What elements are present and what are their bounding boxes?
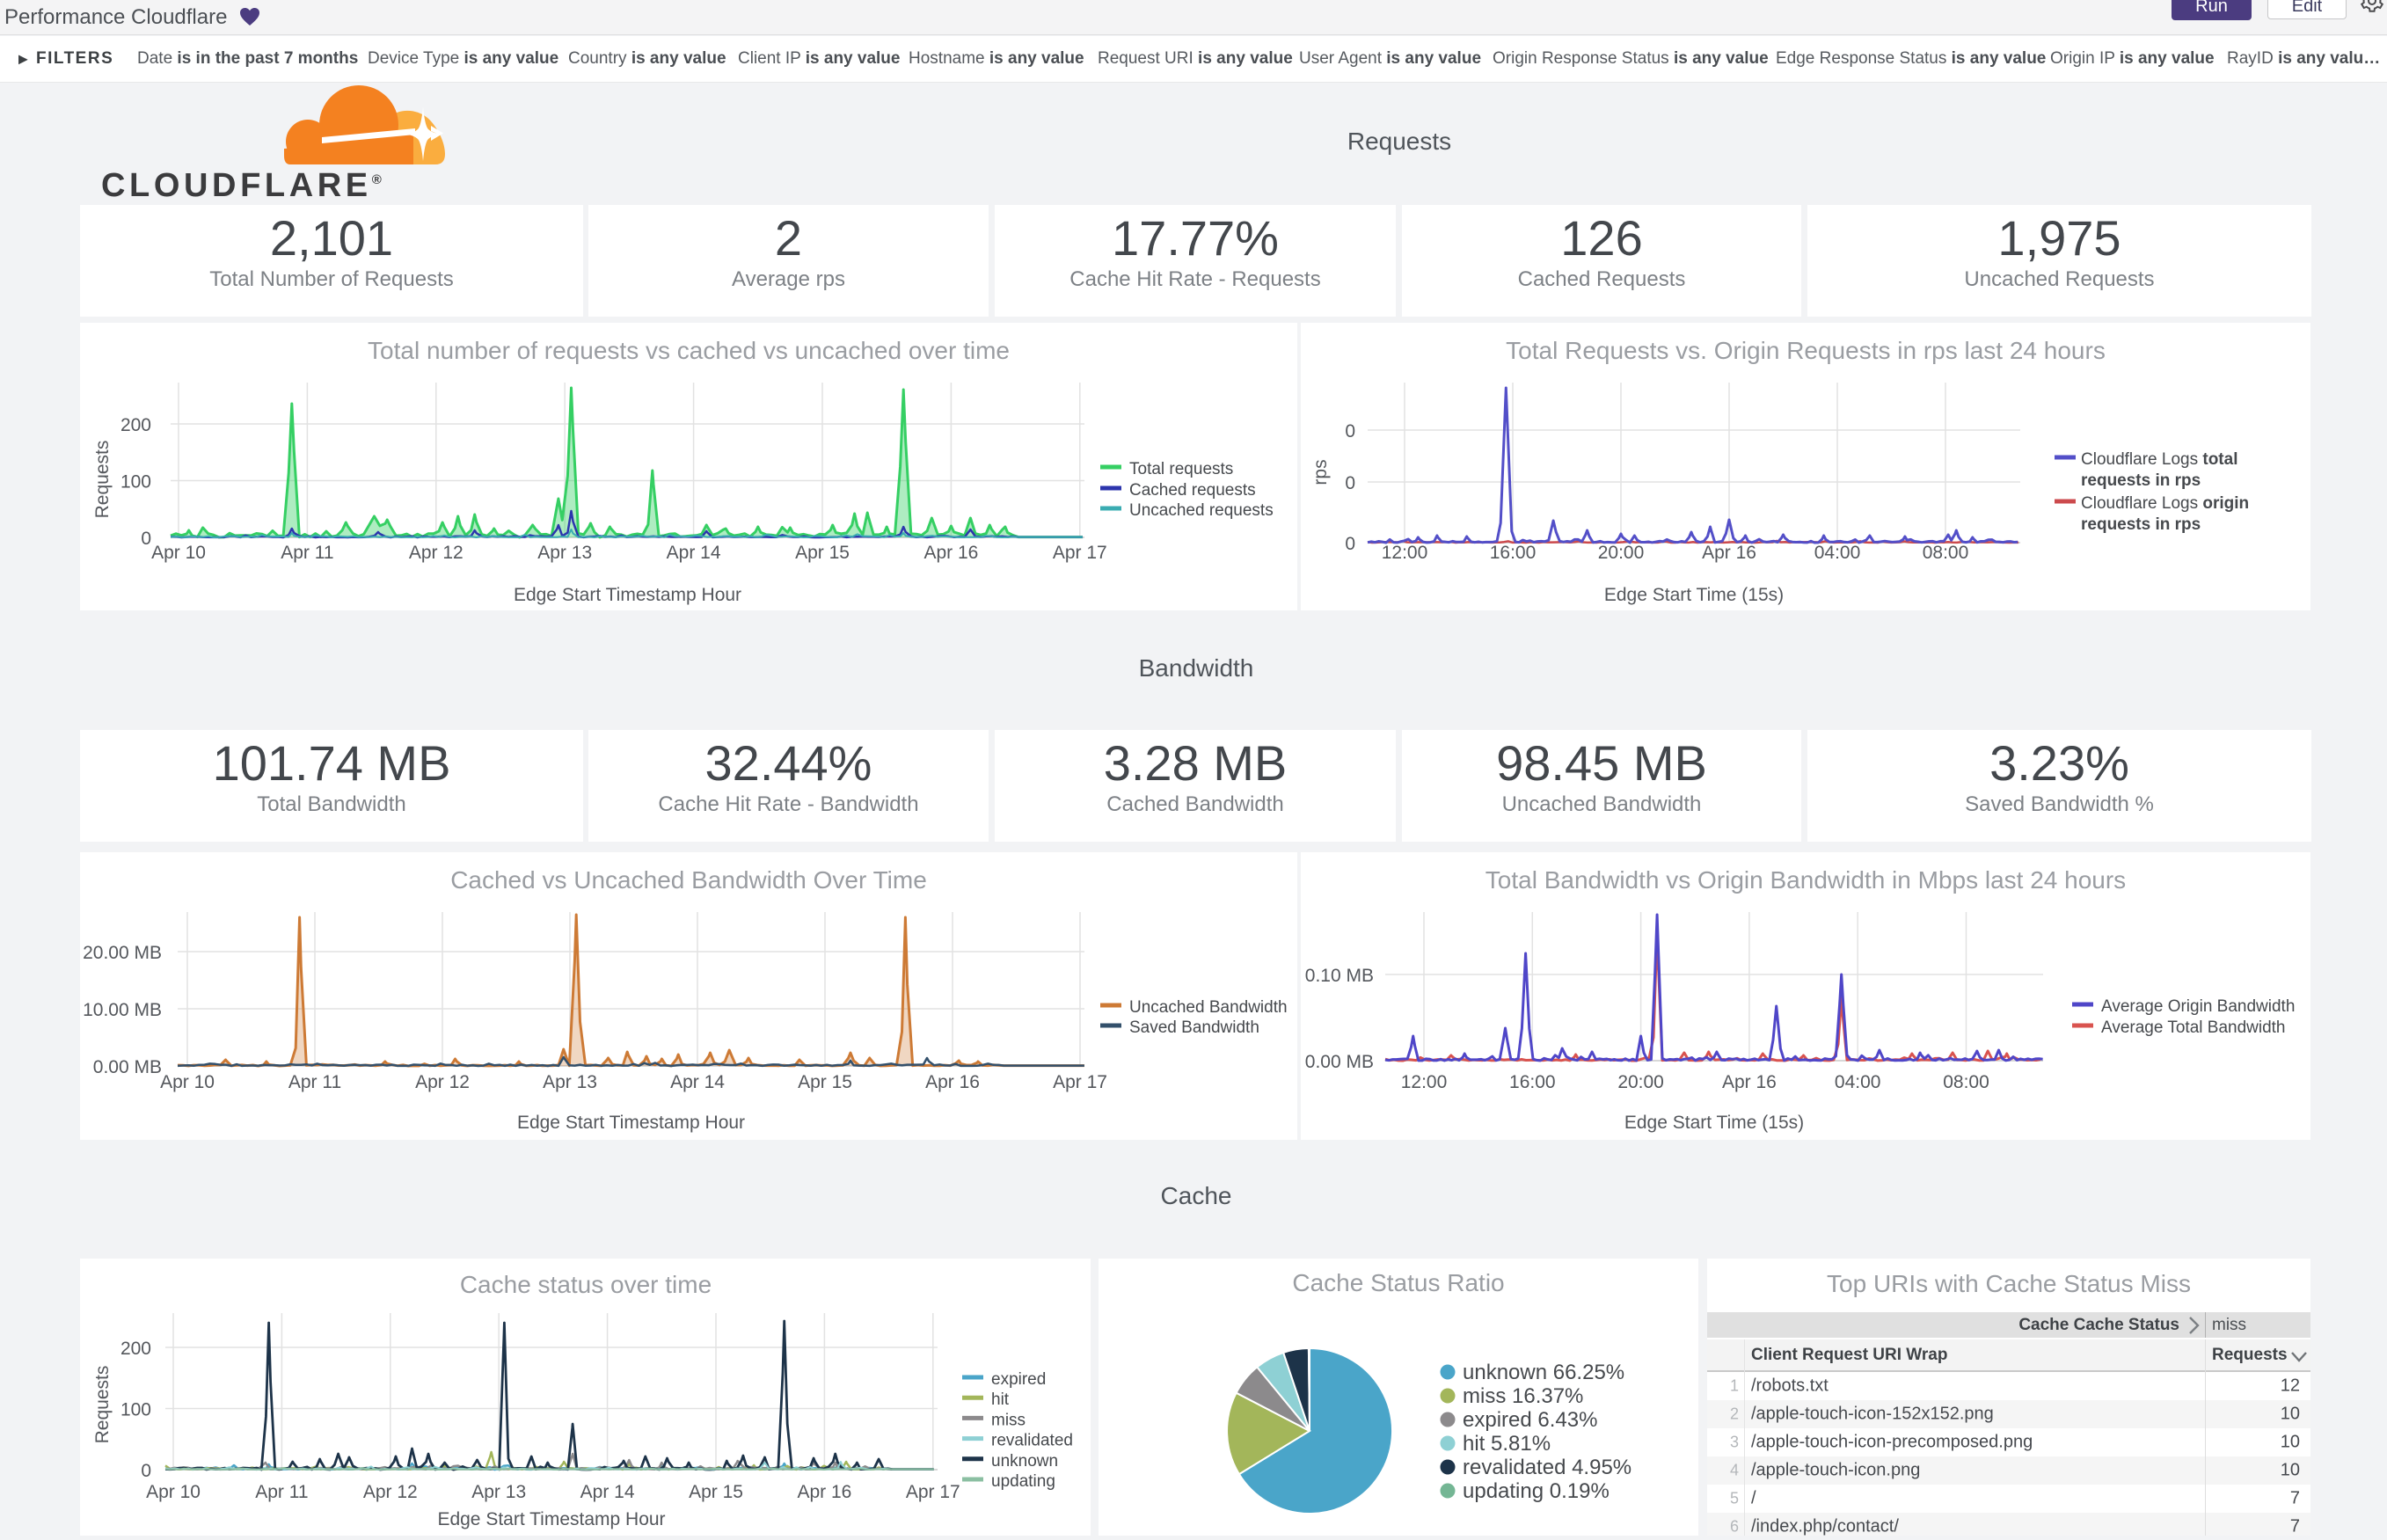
svg-text:miss: miss: [991, 1411, 1026, 1429]
svg-text:0.10 MB: 0.10 MB: [1305, 966, 1374, 986]
svg-text:Cached requests: Cached requests: [1129, 481, 1256, 500]
svg-text:Cached vs Uncached Bandwidth O: Cached vs Uncached Bandwidth Over Time: [450, 866, 927, 894]
svg-text:16:00: 16:00: [1509, 1072, 1556, 1092]
svg-text:Apr 17: Apr 17: [1053, 1072, 1107, 1092]
svg-text:Cache Status Ratio: Cache Status Ratio: [1292, 1269, 1504, 1296]
svg-text:Apr 16: Apr 16: [1722, 1072, 1777, 1092]
svg-text:Apr 13: Apr 13: [471, 1482, 526, 1502]
svg-text:hit: hit: [991, 1390, 1010, 1409]
svg-text:100: 100: [120, 472, 151, 493]
svg-text:Apr 15: Apr 15: [795, 543, 850, 563]
svg-text:0: 0: [1345, 473, 1355, 493]
svg-text:requests in rps: requests in rps: [2081, 515, 2201, 534]
svg-text:04:00: 04:00: [1814, 543, 1861, 563]
svg-text:20:00: 20:00: [1598, 543, 1645, 563]
svg-text:0.00 MB: 0.00 MB: [93, 1057, 162, 1077]
svg-text:Apr 14: Apr 14: [670, 1072, 725, 1092]
svg-text:20:00: 20:00: [1617, 1072, 1664, 1092]
svg-text:revalidated: revalidated: [991, 1432, 1073, 1450]
svg-text:Edge Start Timestamp Hour: Edge Start Timestamp Hour: [514, 585, 741, 605]
svg-text:Apr 14: Apr 14: [580, 1482, 635, 1502]
svg-text:Uncached requests: Uncached requests: [1129, 501, 1274, 520]
svg-text:16:00: 16:00: [1490, 543, 1537, 563]
svg-text:revalidated 4.95%: revalidated 4.95%: [1463, 1456, 1631, 1479]
svg-text:Requests: Requests: [92, 441, 113, 519]
svg-text:10.00 MB: 10.00 MB: [83, 1000, 162, 1020]
svg-text:Apr 13: Apr 13: [543, 1072, 597, 1092]
svg-text:04:00: 04:00: [1835, 1072, 1881, 1092]
svg-text:08:00: 08:00: [1923, 543, 1969, 563]
svg-text:Apr 15: Apr 15: [798, 1072, 852, 1092]
svg-text:Apr 10: Apr 10: [160, 1072, 215, 1092]
svg-text:Total number of requests vs ca: Total number of requests vs cached vs un…: [368, 337, 1010, 364]
svg-text:Apr 13: Apr 13: [537, 543, 592, 563]
svg-text:Apr 12: Apr 12: [415, 1072, 470, 1092]
svg-text:Apr 16: Apr 16: [923, 543, 978, 563]
svg-text:100: 100: [120, 1400, 151, 1420]
svg-text:unknown 66.25%: unknown 66.25%: [1463, 1361, 1624, 1384]
svg-text:Total Bandwidth vs Origin Band: Total Bandwidth vs Origin Bandwidth in M…: [1485, 866, 2126, 894]
svg-text:Uncached Bandwidth: Uncached Bandwidth: [1129, 998, 1288, 1017]
svg-text:miss 16.37%: miss 16.37%: [1463, 1384, 1583, 1408]
svg-text:updating: updating: [991, 1472, 1055, 1491]
svg-text:0: 0: [1345, 534, 1355, 554]
svg-text:updating 0.19%: updating 0.19%: [1463, 1479, 1610, 1503]
svg-text:Apr 17: Apr 17: [1053, 543, 1107, 563]
svg-text:Total Requests vs. Origin Requ: Total Requests vs. Origin Requests in rp…: [1506, 337, 2106, 364]
svg-text:Apr 15: Apr 15: [689, 1482, 743, 1502]
svg-text:200: 200: [120, 415, 151, 435]
svg-text:Cloudflare Logs origin: Cloudflare Logs origin: [2081, 494, 2249, 513]
svg-text:hit 5.81%: hit 5.81%: [1463, 1432, 1551, 1456]
svg-text:expired 6.43%: expired 6.43%: [1463, 1408, 1597, 1432]
svg-text:Average Origin Bandwidth: Average Origin Bandwidth: [2101, 997, 2295, 1016]
svg-text:Edge Start Time (15s): Edge Start Time (15s): [1604, 585, 1784, 605]
svg-text:0: 0: [141, 1461, 151, 1481]
svg-text:0: 0: [1345, 421, 1355, 442]
svg-text:expired: expired: [991, 1370, 1046, 1389]
svg-text:Edge Start Timestamp Hour: Edge Start Timestamp Hour: [437, 1509, 665, 1529]
svg-text:200: 200: [120, 1339, 151, 1359]
svg-text:Apr 10: Apr 10: [146, 1482, 201, 1502]
svg-text:Apr 16: Apr 16: [1702, 543, 1756, 563]
svg-text:Apr 17: Apr 17: [906, 1482, 960, 1502]
svg-text:Apr 11: Apr 11: [288, 1072, 341, 1092]
svg-text:0.00 MB: 0.00 MB: [1305, 1052, 1374, 1072]
svg-text:Apr 10: Apr 10: [151, 543, 206, 563]
svg-text:Apr 16: Apr 16: [797, 1482, 851, 1502]
svg-text:Requests: Requests: [92, 1366, 113, 1444]
svg-text:12:00: 12:00: [1401, 1072, 1448, 1092]
svg-text:Apr 11: Apr 11: [255, 1482, 308, 1502]
svg-text:Apr 11: Apr 11: [281, 543, 333, 563]
svg-text:unknown: unknown: [991, 1452, 1058, 1471]
svg-text:Saved Bandwidth: Saved Bandwidth: [1129, 1018, 1259, 1037]
svg-text:Edge Start Time (15s): Edge Start Time (15s): [1624, 1113, 1804, 1133]
svg-text:08:00: 08:00: [1943, 1072, 1989, 1092]
svg-text:requests in rps: requests in rps: [2081, 471, 2201, 490]
svg-text:rps: rps: [1310, 459, 1331, 485]
svg-text:Apr 14: Apr 14: [667, 543, 721, 563]
svg-text:Average Total Bandwidth: Average Total Bandwidth: [2101, 1018, 2286, 1037]
svg-text:Apr 16: Apr 16: [925, 1072, 980, 1092]
svg-text:12:00: 12:00: [1382, 543, 1428, 563]
svg-text:Apr 12: Apr 12: [409, 543, 464, 563]
svg-text:Edge Start Timestamp Hour: Edge Start Timestamp Hour: [517, 1113, 745, 1133]
svg-text:Cache status over time: Cache status over time: [460, 1271, 712, 1298]
svg-text:Cloudflare Logs total: Cloudflare Logs total: [2081, 450, 2237, 469]
svg-text:0: 0: [141, 529, 151, 549]
svg-text:Total requests: Total requests: [1129, 460, 1233, 478]
svg-text:Apr 12: Apr 12: [363, 1482, 418, 1502]
svg-text:20.00 MB: 20.00 MB: [83, 943, 162, 963]
